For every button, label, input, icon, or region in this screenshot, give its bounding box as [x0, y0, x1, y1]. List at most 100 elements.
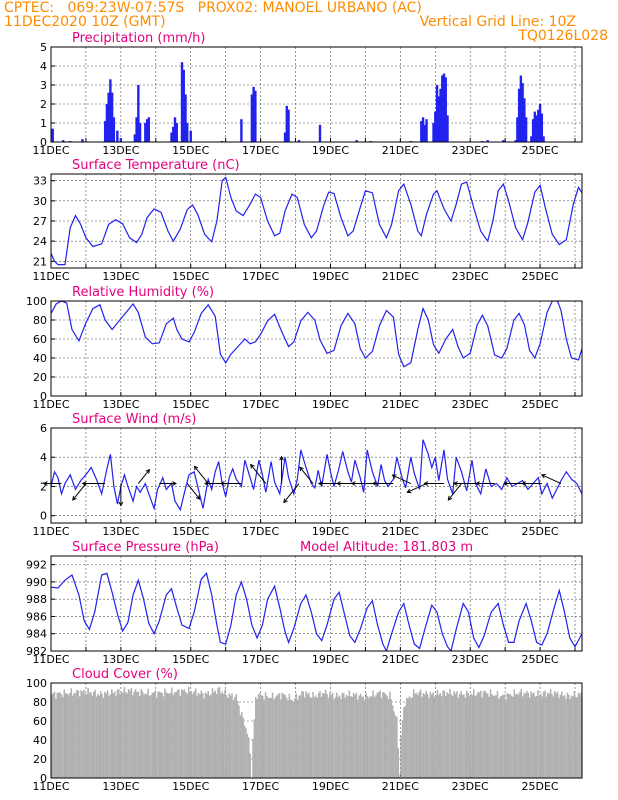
cloud-bar — [492, 695, 495, 778]
cloud-bar — [159, 692, 162, 778]
cloud-bar — [354, 694, 356, 778]
cloud-bar — [76, 689, 78, 778]
cloud-bar — [243, 725, 246, 778]
cloud-bar — [116, 689, 119, 778]
cloud-bar — [139, 696, 141, 778]
x-tick-label: 25DEC — [522, 780, 559, 793]
cloud-bar — [479, 690, 482, 778]
cloud-bar — [534, 696, 536, 778]
precip-bar — [180, 62, 184, 142]
cloud-bar — [186, 693, 189, 778]
cloud-bar — [306, 693, 309, 778]
cloud-bar — [70, 688, 73, 778]
cloud-bar — [436, 689, 439, 778]
cloud-bar — [447, 693, 450, 778]
cloud-bar — [249, 753, 251, 778]
cloud-bar — [467, 692, 469, 778]
cloud-bar — [298, 695, 300, 778]
wind-arrow-head — [72, 495, 77, 501]
cloud-bar — [478, 692, 481, 778]
precip-bar — [297, 140, 301, 142]
x-tick-label: 23DEC — [452, 653, 489, 666]
cloud-bar — [63, 689, 66, 778]
cloud-bar — [215, 693, 218, 778]
cloud-bar — [466, 690, 468, 778]
y-tick-label: 80 — [33, 696, 47, 709]
cloud-bar — [514, 694, 517, 778]
precip-bar — [147, 117, 151, 142]
cloud-bar — [185, 692, 187, 778]
precip-bar — [137, 85, 140, 142]
wind-arrow-head — [193, 465, 199, 471]
y-tick-label: 21 — [33, 255, 47, 268]
series-line — [51, 301, 582, 368]
precip-bar — [252, 86, 255, 142]
panel-title: Surface Pressure (hPa) — [72, 540, 219, 555]
cloud-bar — [190, 691, 193, 778]
cloud-bar — [129, 690, 131, 778]
cloud-bar — [338, 695, 341, 778]
x-tick-label: 21DEC — [382, 525, 419, 538]
precip-bar — [283, 132, 287, 142]
precip-bar — [287, 109, 290, 142]
cloud-bar — [67, 694, 70, 778]
x-tick-label: 25DEC — [522, 653, 559, 666]
cloud-bar — [78, 696, 81, 778]
x-tick-label: 25DEC — [522, 525, 559, 538]
cloud-bar — [337, 696, 339, 778]
precip-bar — [533, 111, 537, 142]
cloud-bar — [573, 691, 576, 778]
cloud-bar — [461, 695, 464, 778]
wind-arrow — [283, 483, 300, 503]
y-tick-label: 40 — [33, 352, 47, 365]
cloud-bar — [115, 695, 117, 778]
panel-2: Surface Temperature (nC) 11DEC 13DEC 15DEC 1… — [32, 158, 583, 283]
x-tick-label: 19DEC — [312, 144, 349, 157]
cloud-bar — [296, 699, 299, 778]
cloud-bar — [523, 692, 525, 778]
cloud-bar — [484, 690, 486, 778]
cloud-bar — [376, 692, 379, 778]
cloud-bar — [384, 694, 387, 778]
cloud-bar — [482, 691, 485, 778]
cloud-bar — [517, 694, 520, 778]
wind-arrow-head — [118, 501, 124, 507]
cloud-bar — [486, 693, 489, 778]
cloud-bar — [295, 693, 298, 778]
cloud-bar — [207, 691, 210, 778]
cloud-bar — [127, 689, 130, 778]
cloud-bar — [99, 691, 102, 778]
cloud-bar — [203, 698, 205, 778]
cloud-bar — [231, 693, 233, 778]
cloud-bar — [502, 694, 504, 778]
cloud-bar — [278, 693, 281, 778]
precip-bar — [421, 117, 425, 142]
y-tick-label: 0 — [40, 510, 47, 523]
x-tick-label: 15DEC — [172, 144, 209, 157]
cloud-bar — [422, 693, 425, 778]
cloud-bar — [71, 695, 74, 778]
cloud-bar — [389, 691, 391, 778]
cloud-bar — [408, 696, 411, 778]
precip-bar — [144, 123, 147, 142]
cloud-bar — [126, 693, 128, 778]
cloud-bar — [324, 689, 327, 778]
cloud-bar — [176, 689, 179, 778]
cloud-bar — [266, 696, 268, 778]
precip-bar — [285, 105, 289, 142]
cloud-bar — [393, 711, 395, 778]
panel-frame — [50, 173, 583, 269]
cloud-bar — [506, 693, 509, 778]
wind-arrow-head — [540, 473, 546, 479]
cloud-bar — [459, 693, 461, 778]
cloud-bar — [224, 689, 226, 778]
cloud-bar — [270, 697, 272, 778]
y-tick-label: 988 — [26, 593, 47, 606]
wind-arrow-head — [447, 495, 453, 501]
cloud-bar — [442, 690, 444, 778]
cloud-bar — [69, 692, 71, 778]
panel-subtitle: Model Altitude: 181.803 m — [300, 540, 473, 555]
precip-bar — [103, 121, 107, 142]
cloud-bar — [155, 697, 158, 778]
